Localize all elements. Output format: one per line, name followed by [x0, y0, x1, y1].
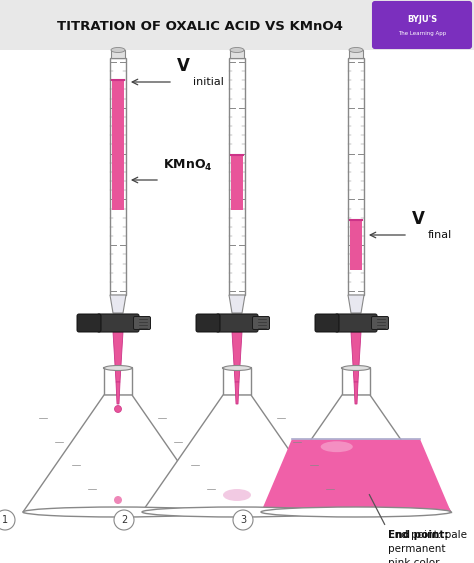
Circle shape: [233, 510, 253, 530]
Bar: [112, 80, 124, 210]
FancyBboxPatch shape: [196, 314, 220, 332]
Text: The Learning App: The Learning App: [398, 32, 446, 37]
Ellipse shape: [342, 365, 370, 370]
FancyBboxPatch shape: [373, 2, 471, 48]
Ellipse shape: [223, 489, 251, 501]
Ellipse shape: [104, 365, 132, 370]
Polygon shape: [142, 395, 332, 512]
Ellipse shape: [230, 47, 244, 52]
Circle shape: [0, 510, 15, 530]
Bar: [350, 220, 362, 270]
Ellipse shape: [23, 507, 213, 517]
Bar: [104, 368, 132, 395]
Text: $\mathbf{V}$: $\mathbf{V}$: [176, 57, 191, 75]
FancyBboxPatch shape: [77, 314, 101, 332]
Bar: [229, 58, 245, 295]
FancyBboxPatch shape: [216, 314, 258, 332]
Polygon shape: [261, 395, 451, 512]
Text: 1: 1: [2, 515, 8, 525]
Polygon shape: [351, 332, 361, 382]
Text: 2: 2: [121, 515, 127, 525]
Circle shape: [115, 405, 121, 413]
Bar: [342, 368, 370, 395]
FancyBboxPatch shape: [253, 316, 270, 329]
Bar: [348, 58, 364, 295]
FancyBboxPatch shape: [372, 316, 389, 329]
Polygon shape: [23, 395, 213, 512]
Polygon shape: [110, 295, 126, 313]
Bar: [110, 58, 126, 295]
Polygon shape: [348, 295, 364, 313]
Polygon shape: [235, 382, 239, 404]
Polygon shape: [229, 295, 245, 313]
Ellipse shape: [223, 365, 251, 370]
FancyBboxPatch shape: [134, 316, 151, 329]
FancyBboxPatch shape: [335, 314, 377, 332]
Circle shape: [114, 510, 134, 530]
Text: $\mathbf{V}$: $\mathbf{V}$: [411, 210, 426, 228]
Ellipse shape: [142, 507, 332, 517]
Bar: [230, 50, 244, 58]
Ellipse shape: [111, 47, 125, 52]
Text: TITRATION OF OXALIC ACID VS KMnO4: TITRATION OF OXALIC ACID VS KMnO4: [57, 20, 343, 34]
Text: End point:: End point:: [388, 530, 448, 540]
Text: final: final: [428, 230, 452, 240]
Text: BYJU'S: BYJU'S: [407, 16, 437, 25]
Polygon shape: [113, 332, 123, 382]
Ellipse shape: [261, 507, 451, 517]
Text: initial: initial: [193, 77, 224, 87]
Bar: [231, 155, 243, 210]
Text: End point: pale
permanent
pink color: End point: pale permanent pink color: [388, 530, 467, 563]
Polygon shape: [232, 332, 242, 382]
Polygon shape: [116, 382, 120, 404]
Ellipse shape: [321, 441, 353, 452]
Polygon shape: [354, 382, 358, 404]
Ellipse shape: [349, 47, 363, 52]
Bar: [0, 0, 474, 50]
Circle shape: [114, 496, 122, 504]
FancyBboxPatch shape: [97, 314, 139, 332]
Bar: [111, 50, 125, 58]
Text: $\mathbf{KMnO_4}$: $\mathbf{KMnO_4}$: [163, 158, 212, 173]
FancyBboxPatch shape: [315, 314, 339, 332]
Text: 3: 3: [240, 515, 246, 525]
Polygon shape: [261, 440, 451, 512]
Bar: [223, 368, 251, 395]
Bar: [349, 50, 363, 58]
